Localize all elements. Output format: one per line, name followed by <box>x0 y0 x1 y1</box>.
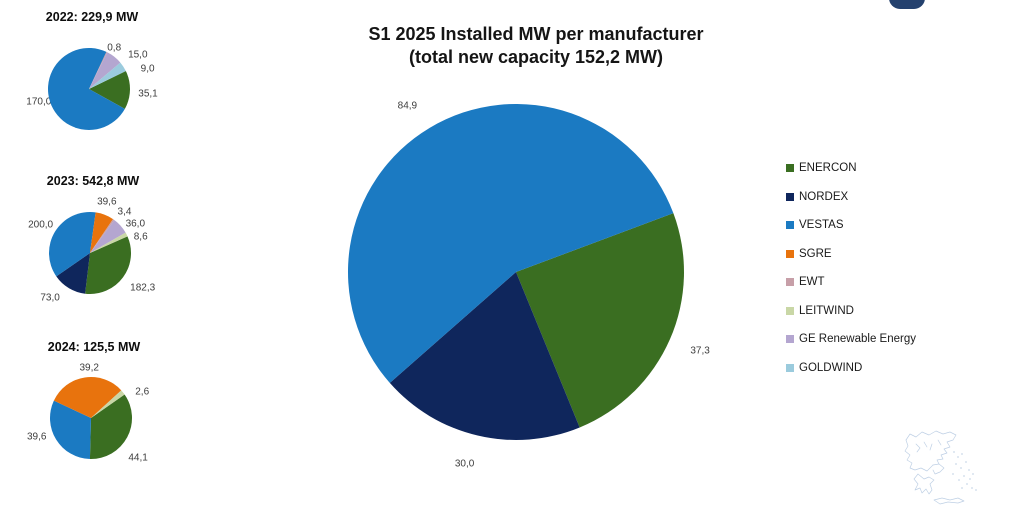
pie-title-2024: 2024: 125,5 MW <box>47 340 141 354</box>
slice-2022-goldwind <box>89 62 126 89</box>
legend-label: NORDEX <box>799 190 849 203</box>
main-chart-title-line2: (total new capacity 152,2 MW) <box>408 47 664 67</box>
pie-label-2025-enercon: 37,3 <box>690 345 710 357</box>
slice-2025-enercon <box>516 213 684 428</box>
pie-label-2022-goldwind: 9,0 <box>140 63 155 75</box>
pie-label-2025-nordex: 30,0 <box>454 458 475 470</box>
legend-swatch-icon <box>786 335 794 343</box>
slice-2023-sgre <box>90 212 114 253</box>
slice-2022-vestas <box>47 47 125 130</box>
legend-item-sgre: SGRE <box>786 248 916 260</box>
legend: ENERCON NORDEX VESTAS SGRE EWT LEITWIND GE Ren… <box>786 162 916 390</box>
pie-label-2022-enercon: 35,1 <box>138 88 158 99</box>
pie-label-2025-vestas: 84,9 <box>397 100 418 112</box>
legend-swatch-icon <box>786 249 794 258</box>
legend-swatch-icon <box>786 306 794 315</box>
greece-map-sketch-icon <box>904 430 977 505</box>
legend-item-vestas: VESTAS <box>786 219 916 231</box>
slice-2023-leitwind <box>90 232 128 253</box>
slice-2025-nordex <box>389 272 580 440</box>
legend-swatch-icon <box>786 221 794 229</box>
legend-swatch-icon <box>786 164 794 172</box>
legend-item-goldwind: GOLDWIND <box>786 362 916 374</box>
slice-2023-ewt <box>90 219 115 253</box>
pie-label-2022-ewt: 0,8 <box>107 42 122 54</box>
legend-item-nordex: NORDEX <box>786 191 916 203</box>
legend-swatch-icon <box>786 363 794 372</box>
legend-label: ENERCON <box>799 162 857 174</box>
slice-2022-ewt <box>89 51 108 89</box>
pie-label-2022-ge-renewable-energy: 15,0 <box>128 49 148 61</box>
pie-label-2024-vestas: 39,6 <box>26 431 47 442</box>
main-chart-title: S1 2025 Installed MW per manufacturer (t… <box>368 23 703 69</box>
legend-label: EWT <box>799 276 825 288</box>
pie-2023 <box>49 212 132 294</box>
pie-label-2024-leitwind: 2,6 <box>135 386 150 398</box>
legend-item-ge-renewable-energy: GE Renewable Energy <box>786 333 916 345</box>
pie-label-2023-ewt: 3,4 <box>117 206 132 218</box>
pie-label-2023-vestas: 200,0 <box>28 219 54 231</box>
slice-2023-nordex <box>56 253 90 294</box>
legend-label: VESTAS <box>799 219 844 231</box>
slice-2023-vestas <box>49 212 96 277</box>
legend-item-enercon: ENERCON <box>786 162 916 174</box>
legend-swatch-icon <box>786 278 794 286</box>
pie-label-2023-sgre: 39,6 <box>97 196 117 208</box>
pie-2024 <box>49 376 133 460</box>
pie-title-2022: 2022: 229,9 MW <box>45 10 139 24</box>
pie-label-2023-nordex: 73,0 <box>40 292 60 304</box>
main-chart-title-line1: S1 2025 Installed MW per manufacturer <box>368 24 704 44</box>
slice-2023-enercon <box>85 236 132 294</box>
legend-item-leitwind: LEITWIND <box>786 305 916 317</box>
slice-2024-leitwind <box>91 390 125 418</box>
legend-item-ewt: EWT <box>786 276 916 288</box>
pie-label-2022-vestas: 170,0 <box>26 96 52 108</box>
pie-title-2023: 2023: 542,8 MW <box>46 174 140 188</box>
pie-2022 <box>47 47 130 130</box>
slice-2024-sgre <box>53 376 122 418</box>
pie-2025 <box>347 103 684 440</box>
slice-2024-enercon <box>89 394 133 460</box>
pie-label-2023-ge-renewable-energy: 36,0 <box>125 218 146 229</box>
slice-2022-enercon <box>89 71 130 109</box>
pie-label-2023-leitwind: 8,6 <box>133 231 148 243</box>
slice-2023-ge-renewable-energy <box>90 220 126 253</box>
pie-label-2023-enercon: 182,3 <box>130 282 156 293</box>
legend-label: GE Renewable Energy <box>799 333 916 345</box>
slice-2025-vestas <box>347 103 674 383</box>
pie-label-2024-sgre: 39,2 <box>79 362 99 374</box>
pie-label-2024-enercon: 44,1 <box>128 452 148 463</box>
legend-label: SGRE <box>799 247 832 260</box>
legend-label: LEITWIND <box>799 304 854 317</box>
legend-label: GOLDWIND <box>799 361 863 374</box>
slice-2024-vestas <box>49 400 91 459</box>
logo-fragment-icon <box>889 0 925 9</box>
slice-2022-ge-renewable-energy <box>89 52 121 89</box>
legend-swatch-icon <box>786 192 794 201</box>
